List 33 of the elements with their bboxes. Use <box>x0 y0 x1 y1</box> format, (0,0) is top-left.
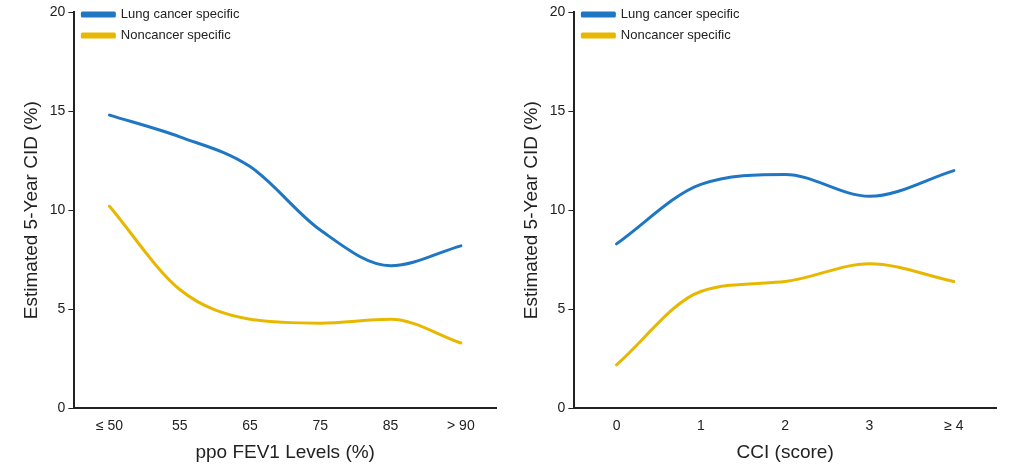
y-tick-label: 5 <box>57 300 66 317</box>
x-tick-label: ≤ 50 <box>95 416 124 433</box>
x-tick-label: ≥ 4 <box>944 416 964 433</box>
legend-label: Noncancer specific <box>620 27 732 43</box>
line-series <box>108 113 463 268</box>
y-tick-label: 15 <box>49 101 66 118</box>
y-axis-title: Estimated 5-Year CID (%) <box>519 101 541 320</box>
y-axis-title: Estimated 5-Year CID (%) <box>19 101 41 320</box>
legend-label: Lung cancer specific <box>620 6 740 22</box>
x-tick-label: 75 <box>312 416 329 433</box>
x-tick-label: 1 <box>696 416 705 433</box>
y-tick-label: 20 <box>549 2 566 19</box>
x-tick-label: 55 <box>171 416 188 433</box>
legend-label: Lung cancer specific <box>120 6 240 22</box>
y-tick-label: 15 <box>549 101 566 118</box>
x-axis-title: CCI (score) <box>736 440 834 462</box>
line-series <box>615 169 956 246</box>
line-series <box>615 262 956 367</box>
x-axis-title: ppo FEV1 Levels (%) <box>195 440 375 462</box>
y-tick-label: 10 <box>549 201 566 218</box>
x-tick-label: 2 <box>781 416 790 433</box>
x-tick-label: 65 <box>242 416 259 433</box>
x-tick-label: 3 <box>865 416 874 433</box>
y-tick-label: 0 <box>57 399 66 416</box>
y-tick-label: 5 <box>557 300 566 317</box>
x-tick-label: 0 <box>612 416 621 433</box>
line-series <box>108 204 463 345</box>
x-tick-label: 85 <box>382 416 399 433</box>
y-tick-label: 20 <box>49 2 66 19</box>
y-tick-label: 0 <box>557 399 566 416</box>
x-tick-label: > 90 <box>447 416 475 433</box>
legend-label: Noncancer specific <box>120 27 232 43</box>
y-tick-label: 10 <box>49 201 66 218</box>
